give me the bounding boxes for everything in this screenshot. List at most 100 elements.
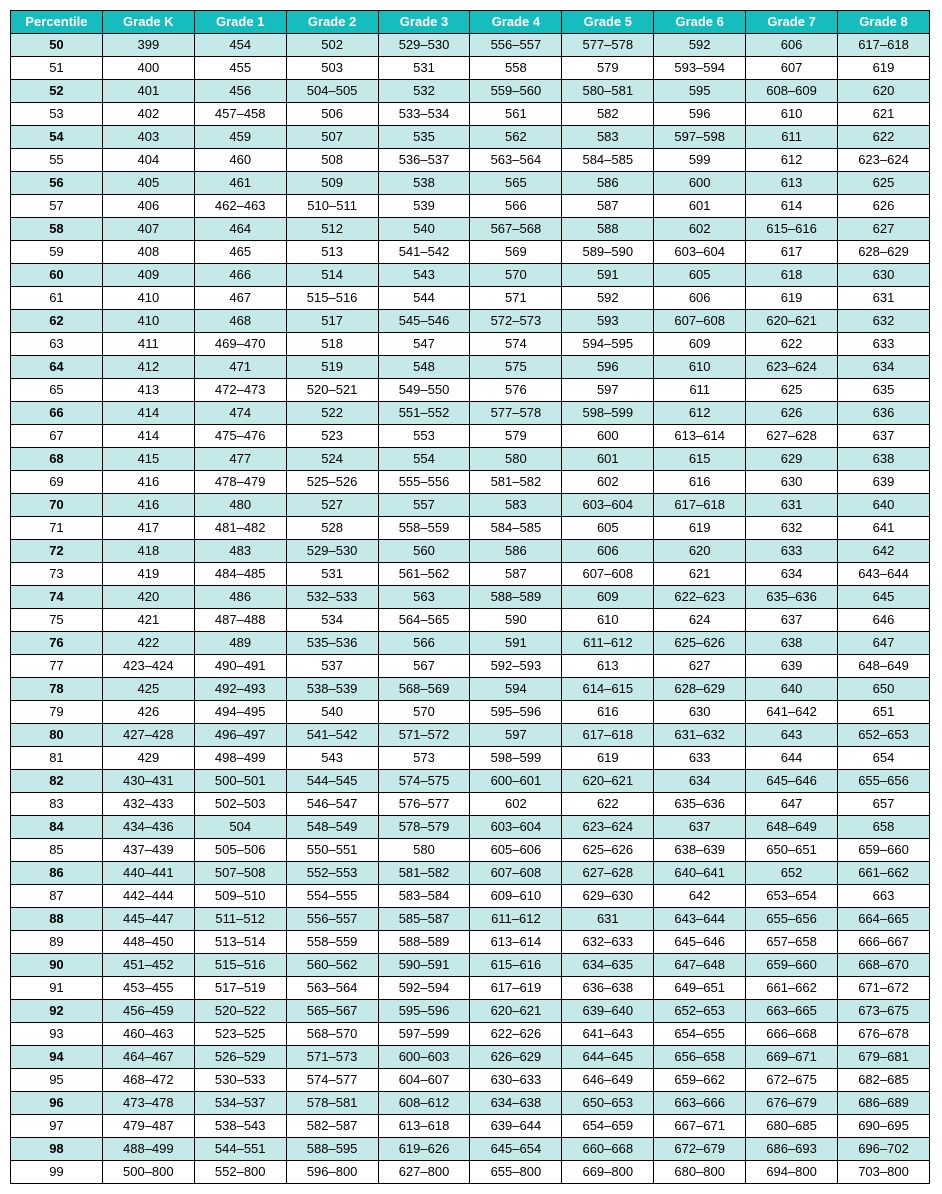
value-cell: 410	[102, 310, 194, 333]
value-cell: 610	[654, 356, 746, 379]
value-cell: 586	[562, 172, 654, 195]
value-cell: 490–491	[194, 655, 286, 678]
value-cell: 548	[378, 356, 470, 379]
value-cell: 479–487	[102, 1115, 194, 1138]
table-row: 85437–439505–506550–551580605–606625–626…	[11, 839, 930, 862]
value-cell: 500–800	[102, 1161, 194, 1184]
value-cell: 645–646	[654, 931, 746, 954]
value-cell: 626–629	[470, 1046, 562, 1069]
value-cell: 534	[286, 609, 378, 632]
value-cell: 642	[838, 540, 930, 563]
value-cell: 529–530	[286, 540, 378, 563]
value-cell: 632	[838, 310, 930, 333]
value-cell: 451–452	[102, 954, 194, 977]
value-cell: 529–530	[378, 34, 470, 57]
value-cell: 629	[746, 448, 838, 471]
value-cell: 648–649	[746, 816, 838, 839]
value-cell: 627–628	[746, 425, 838, 448]
value-cell: 498–499	[194, 747, 286, 770]
value-cell: 468	[194, 310, 286, 333]
value-cell: 672–675	[746, 1069, 838, 1092]
value-cell: 525–526	[286, 471, 378, 494]
value-cell: 592	[654, 34, 746, 57]
value-cell: 680–800	[654, 1161, 746, 1184]
percentile-cell: 64	[11, 356, 103, 379]
value-cell: 635	[838, 379, 930, 402]
value-cell: 581–582	[470, 471, 562, 494]
value-cell: 597	[562, 379, 654, 402]
value-cell: 459	[194, 126, 286, 149]
percentile-cell: 61	[11, 287, 103, 310]
column-header: Grade 4	[470, 11, 562, 34]
value-cell: 543	[286, 747, 378, 770]
value-cell: 620–621	[470, 1000, 562, 1023]
value-cell: 560–562	[286, 954, 378, 977]
percentile-cell: 97	[11, 1115, 103, 1138]
value-cell: 440–441	[102, 862, 194, 885]
value-cell: 671–672	[838, 977, 930, 1000]
value-cell: 628–629	[654, 678, 746, 701]
value-cell: 596	[562, 356, 654, 379]
percentile-cell: 84	[11, 816, 103, 839]
value-cell: 606	[654, 287, 746, 310]
value-cell: 538–543	[194, 1115, 286, 1138]
percentile-cell: 65	[11, 379, 103, 402]
value-cell: 576	[470, 379, 562, 402]
value-cell: 609	[654, 333, 746, 356]
percentile-cell: 66	[11, 402, 103, 425]
value-cell: 597	[470, 724, 562, 747]
value-cell: 631	[562, 908, 654, 931]
value-cell: 520–521	[286, 379, 378, 402]
value-cell: 583	[470, 494, 562, 517]
value-cell: 613–618	[378, 1115, 470, 1138]
value-cell: 639–640	[562, 1000, 654, 1023]
value-cell: 466	[194, 264, 286, 287]
percentile-cell: 51	[11, 57, 103, 80]
value-cell: 574–575	[378, 770, 470, 793]
value-cell: 627	[654, 655, 746, 678]
value-cell: 593–594	[654, 57, 746, 80]
value-cell: 565	[470, 172, 562, 195]
value-cell: 640	[838, 494, 930, 517]
value-cell: 616	[654, 471, 746, 494]
value-cell: 652–653	[654, 1000, 746, 1023]
value-cell: 580	[470, 448, 562, 471]
percentile-cell: 68	[11, 448, 103, 471]
value-cell: 554	[378, 448, 470, 471]
value-cell: 595–596	[378, 1000, 470, 1023]
value-cell: 533–534	[378, 103, 470, 126]
table-row: 70416480527557583603–604617–618631640	[11, 494, 930, 517]
value-cell: 571–573	[286, 1046, 378, 1069]
percentile-cell: 57	[11, 195, 103, 218]
value-cell: 634	[838, 356, 930, 379]
value-cell: 657	[838, 793, 930, 816]
percentile-cell: 82	[11, 770, 103, 793]
table-row: 94464–467526–529571–573600–603626–629644…	[11, 1046, 930, 1069]
value-cell: 562	[470, 126, 562, 149]
value-cell: 426	[102, 701, 194, 724]
percentile-cell: 89	[11, 931, 103, 954]
value-cell: 489	[194, 632, 286, 655]
value-cell: 603–604	[470, 816, 562, 839]
value-cell: 631–632	[654, 724, 746, 747]
value-cell: 659–662	[654, 1069, 746, 1092]
value-cell: 655–656	[746, 908, 838, 931]
value-cell: 488–499	[102, 1138, 194, 1161]
value-cell: 454	[194, 34, 286, 57]
value-cell: 569	[470, 241, 562, 264]
value-cell: 634–638	[470, 1092, 562, 1115]
value-cell: 467	[194, 287, 286, 310]
percentile-cell: 90	[11, 954, 103, 977]
percentile-cell: 71	[11, 517, 103, 540]
value-cell: 484–485	[194, 563, 286, 586]
value-cell: 556–557	[470, 34, 562, 57]
value-cell: 623–624	[562, 816, 654, 839]
value-cell: 620	[838, 80, 930, 103]
value-cell: 531	[378, 57, 470, 80]
value-cell: 597–599	[378, 1023, 470, 1046]
value-cell: 619	[746, 287, 838, 310]
value-cell: 552–553	[286, 862, 378, 885]
value-cell: 590–591	[378, 954, 470, 977]
value-cell: 515–516	[286, 287, 378, 310]
value-cell: 585–587	[378, 908, 470, 931]
